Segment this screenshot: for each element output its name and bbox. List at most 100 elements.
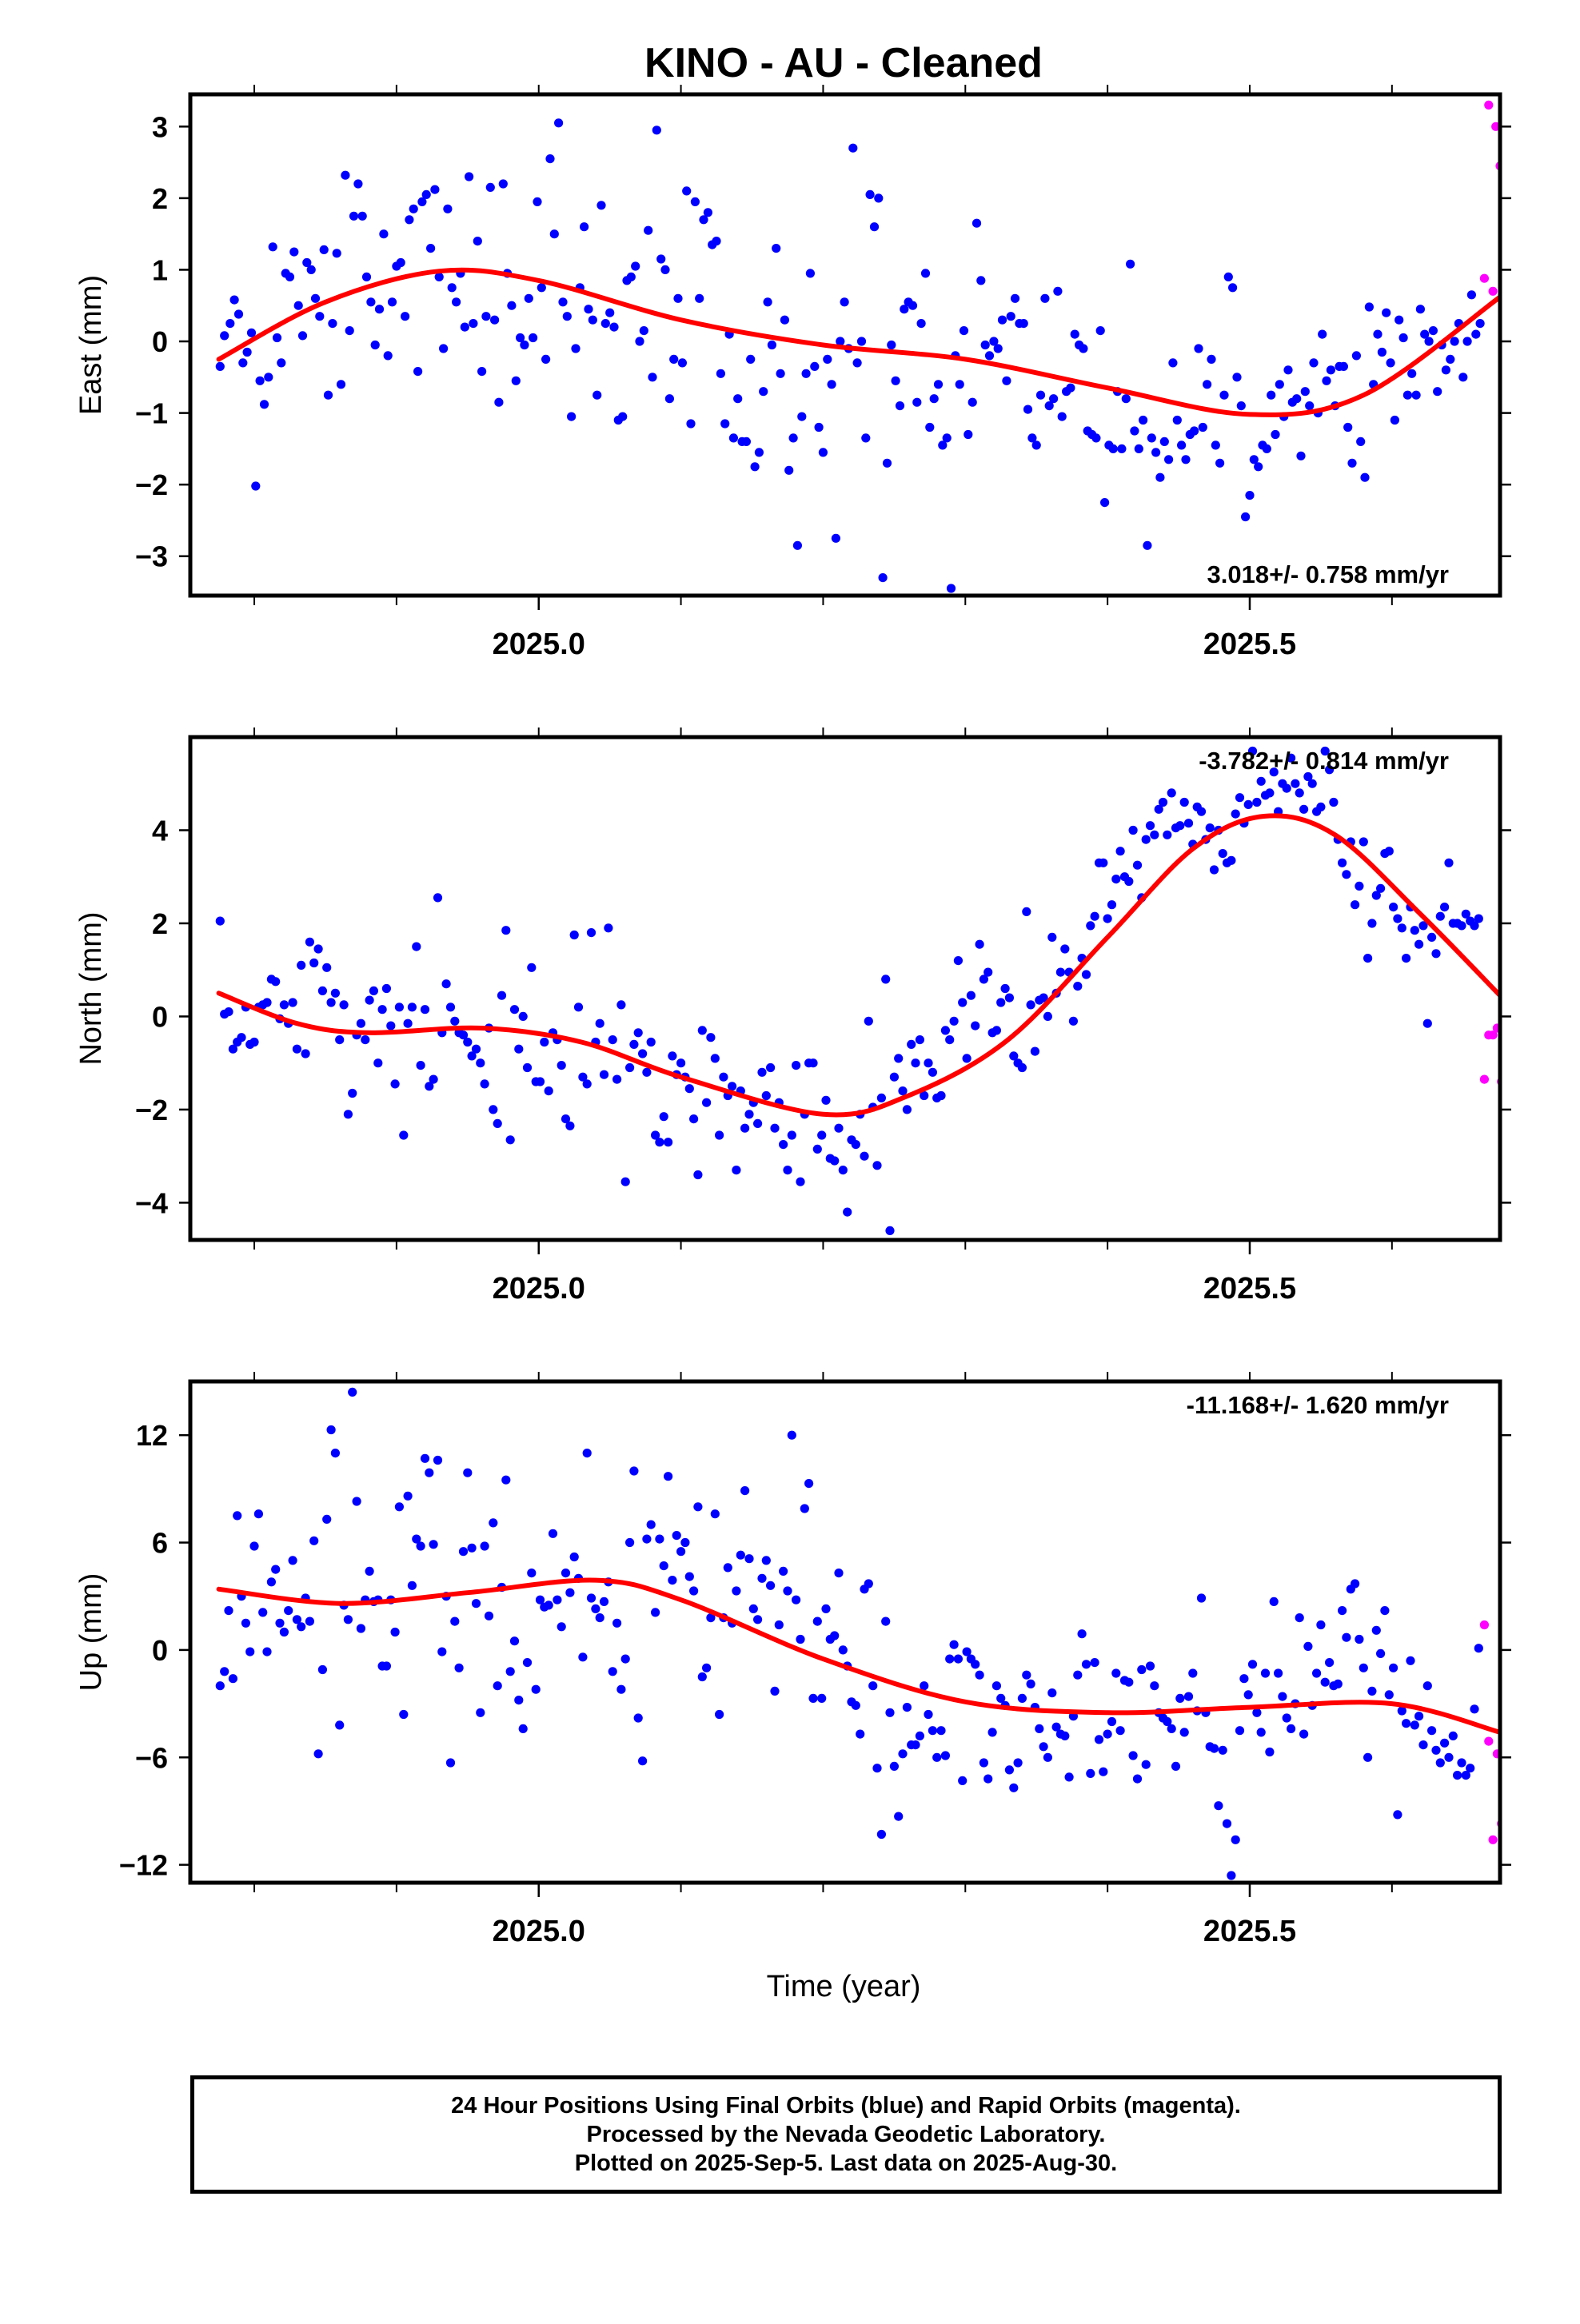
east-final-orbit-point (703, 208, 713, 217)
up-final-orbit-point (241, 1618, 250, 1628)
north-final-orbit-point (544, 1086, 553, 1096)
up-final-orbit-point (522, 1658, 533, 1668)
east-final-orbit-point (1223, 272, 1233, 281)
up-final-orbit-point (715, 1709, 724, 1720)
up-final-orbit-point (872, 1764, 882, 1773)
north-final-orbit-point (561, 1114, 571, 1124)
east-final-orbit-point (1249, 455, 1259, 464)
east-final-orbit-point (673, 293, 683, 303)
figure-title: KINO - AU - Cleaned (644, 40, 1043, 86)
east-final-orbit-point (545, 154, 555, 164)
east-final-orbit-point (618, 412, 628, 421)
north-final-orbit-point (599, 1070, 609, 1079)
east-final-orbit-point (401, 312, 410, 321)
up-final-orbit-point (553, 1595, 562, 1604)
north-final-orbit-point (237, 1033, 246, 1042)
east-final-orbit-point (1147, 433, 1156, 443)
east-final-orbit-point (805, 269, 816, 278)
east-final-orbit-point (584, 305, 593, 314)
east-final-orbit-point (1441, 365, 1450, 375)
up-final-orbit-point (1043, 1752, 1052, 1762)
up-final-orbit-point (220, 1667, 229, 1676)
up-final-orbit-point (1175, 1693, 1185, 1703)
east-final-orbit-point (1203, 380, 1212, 389)
up-final-orbit-point (864, 1579, 873, 1589)
east-final-orbit-point (741, 436, 752, 447)
east-final-orbit-point (772, 244, 781, 253)
north-final-orbit-point (450, 1016, 460, 1026)
east-final-orbit-point (332, 249, 341, 258)
east-final-orbit-point (976, 276, 986, 285)
east-final-orbit-point (856, 337, 867, 346)
north-final-orbit-point (394, 1003, 404, 1012)
north-final-orbit-point (838, 1166, 848, 1175)
up-final-orbit-point (1128, 1751, 1138, 1760)
up-final-orbit-point (744, 1554, 754, 1564)
north-final-orbit-point (864, 1016, 873, 1026)
up-final-orbit-point (774, 1620, 784, 1630)
north-final-orbit-point (761, 1090, 771, 1101)
up-final-orbit-point (284, 1606, 293, 1616)
up-final-orbit-point (1099, 1767, 1108, 1776)
east-final-orbit-point (677, 358, 688, 368)
up-final-orbit-point (279, 1627, 289, 1637)
east-final-orbit-point (421, 189, 431, 199)
north-final-orbit-point (876, 1093, 886, 1102)
east-y-axis-label: East (mm) (74, 275, 108, 415)
up-final-orbit-point (881, 1616, 891, 1626)
up-final-orbit-point (949, 1640, 959, 1649)
east-final-orbit-point (1168, 358, 1178, 368)
north-final-orbit-point (812, 1144, 822, 1154)
east-final-orbit-point (818, 448, 828, 457)
north-final-orbit-point (616, 1000, 626, 1010)
up-final-orbit-point (680, 1537, 690, 1548)
up-final-orbit-point (420, 1453, 430, 1463)
east-final-orbit-point (1070, 329, 1079, 339)
up-final-orbit-point (1077, 1629, 1087, 1639)
east-final-orbit-point (925, 422, 935, 433)
north-final-orbit-point (1247, 746, 1258, 756)
east-final-orbit-point (648, 373, 657, 382)
up-final-orbit-point (779, 1566, 788, 1576)
east-final-orbit-point (891, 376, 900, 385)
north-final-orbit-point (1086, 921, 1095, 931)
up-final-orbit-point (569, 1552, 579, 1562)
east-final-orbit-point (1177, 440, 1187, 450)
north-final-orbit-point (1111, 875, 1121, 884)
east-final-orbit-point (1283, 365, 1293, 375)
east-final-orbit-point (529, 333, 538, 343)
east-final-orbit-point (759, 387, 768, 397)
east-final-orbit-point (660, 265, 670, 274)
caption-line-orbits: 24 Hour Positions Using Final Orbits (bl… (451, 2093, 1241, 2119)
up-final-orbit-point (770, 1686, 780, 1696)
east-final-orbit-point (1215, 458, 1225, 468)
east-final-orbit-point (1292, 394, 1302, 404)
east-final-orbit-point (955, 380, 964, 389)
up-final-orbit-point (245, 1647, 255, 1656)
east-final-orbit-point (481, 312, 491, 321)
up-final-orbit-point (911, 1740, 920, 1750)
east-final-orbit-point (763, 297, 772, 307)
east-final-orbit-point (1394, 315, 1404, 325)
up-final-orbit-point (787, 1430, 796, 1440)
east-final-orbit-point (912, 397, 922, 407)
up-final-orbit-point (1188, 1668, 1198, 1678)
north-final-orbit-point (1141, 835, 1151, 844)
up-final-orbit-point (1060, 1731, 1070, 1740)
north-final-orbit-point (966, 991, 976, 1000)
east-final-orbit-point (353, 179, 363, 189)
north-final-orbit-point (313, 944, 323, 954)
up-final-orbit-point (501, 1475, 511, 1485)
up-final-orbit-point (868, 1681, 878, 1691)
up-final-orbit-point (288, 1556, 297, 1565)
up-final-orbit-point (1351, 1579, 1360, 1589)
east-rapid-orbit-point (1484, 100, 1494, 110)
up-final-orbit-point (292, 1615, 301, 1624)
east-final-orbit-point (776, 369, 785, 378)
north-final-orbit-point (292, 1044, 301, 1054)
north-final-orbit-point (586, 928, 596, 938)
north-final-orbit-point (1351, 900, 1360, 910)
up-final-orbit-point (984, 1774, 993, 1784)
north-final-orbit-point (1329, 797, 1339, 807)
north-y-tick-label: −4 (135, 1186, 168, 1219)
